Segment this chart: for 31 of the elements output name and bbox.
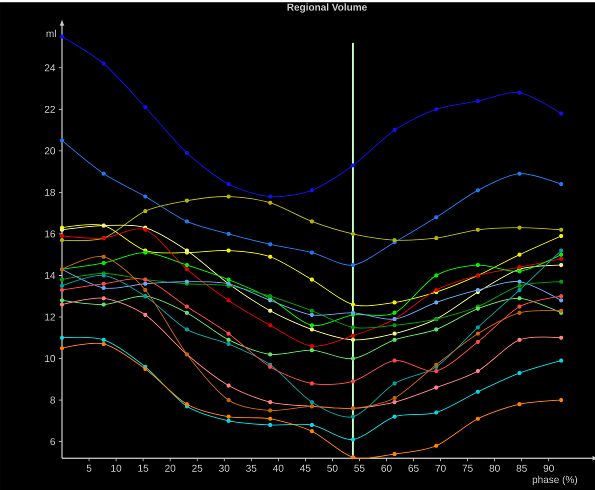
x-tick-label: 40 [272,464,284,472]
x-tick-label: 85 [516,464,527,472]
x-tick-label: 5 [86,464,92,472]
x-tick-label: 90 [544,464,554,472]
x-tick-label: 30 [219,464,230,472]
y-tick-label: 8 [50,396,56,404]
x-tick-label: 65 [408,464,419,472]
x-tick-label: 70 [436,464,446,472]
y-tick-label: 16 [45,230,56,238]
x-axis-title: phase (%) [532,476,578,485]
chart-title: Regional Volume [287,3,367,13]
y-tick-label: 6 [50,438,56,446]
x-tick-label: 60 [381,464,392,472]
x-tick-label: 80 [490,464,500,472]
x-tick-label: 25 [192,464,202,472]
y-tick-label: 20 [44,147,56,154]
y-tick-label: 14 [45,272,56,279]
x-tick-label: 50 [327,464,338,472]
x-tick-label: 55 [354,464,365,472]
x-tick-label: 20 [165,464,176,472]
x-tick-label: 15 [138,464,148,472]
y-tick-label: 24 [44,64,56,72]
x-tick-label: 35 [246,464,256,472]
x-tick-label: 45 [300,464,311,472]
x-tick-label: 75 [462,464,473,472]
y-tick-label: 10 [45,354,56,362]
y-tick-label: 18 [45,188,56,196]
y-tick-label: 22 [44,106,55,113]
y-axis-title: ml [46,30,56,37]
x-tick-label: 10 [111,464,122,472]
y-tick-label: 12 [45,313,55,320]
